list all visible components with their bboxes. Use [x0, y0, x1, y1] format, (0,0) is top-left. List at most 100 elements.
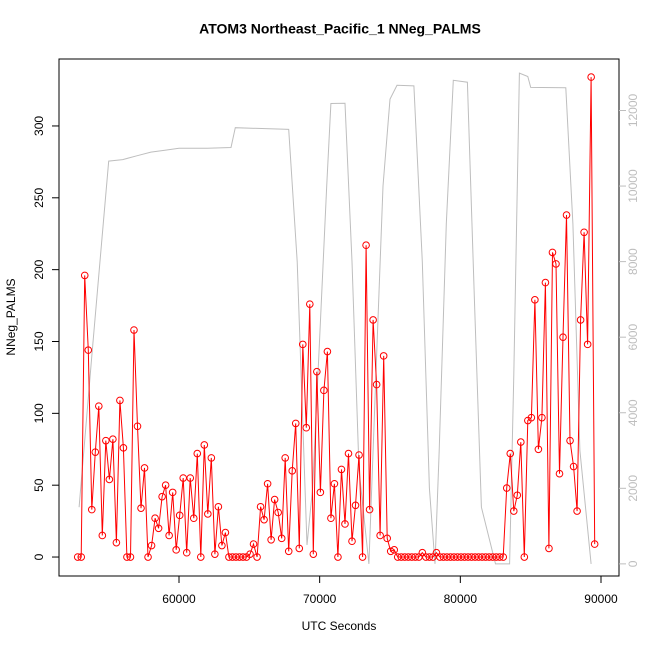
- point: [144, 553, 152, 561]
- point: [369, 316, 377, 324]
- point: [91, 448, 100, 456]
- point: [355, 451, 363, 459]
- point: [334, 553, 342, 561]
- point: [256, 502, 265, 511]
- point: [73, 553, 82, 561]
- point: [316, 488, 325, 497]
- x-axis-label: UTC Seconds: [302, 619, 377, 633]
- point: [495, 553, 504, 561]
- y2-tick-label: 8000: [626, 248, 640, 275]
- point: [123, 553, 131, 561]
- point: [583, 340, 592, 349]
- point: [154, 524, 163, 533]
- point: [509, 507, 518, 515]
- point: [161, 481, 170, 489]
- point: [147, 541, 156, 550]
- y2-tick-label: 2000: [626, 475, 640, 502]
- y2-tick-label: 0: [626, 560, 640, 567]
- point: [253, 553, 261, 561]
- point: [267, 535, 275, 544]
- point: [555, 469, 564, 478]
- y2-tick-label: 4000: [626, 399, 640, 426]
- point: [112, 538, 121, 547]
- point: [130, 326, 138, 334]
- point: [337, 465, 346, 474]
- point: [541, 278, 550, 287]
- point: [351, 501, 360, 510]
- point: [102, 436, 110, 445]
- point: [566, 436, 574, 445]
- point: [538, 413, 546, 422]
- point: [109, 435, 117, 444]
- point: [527, 413, 536, 422]
- point: [214, 502, 223, 511]
- y-axis-label: NNeg_PALMS: [4, 278, 18, 355]
- point: [425, 553, 434, 561]
- point: [576, 316, 585, 324]
- point: [284, 547, 293, 556]
- point: [323, 347, 332, 356]
- point: [390, 546, 399, 554]
- point: [313, 367, 321, 376]
- y-tick-label: 250: [32, 187, 46, 207]
- point: [548, 248, 557, 257]
- point: [531, 296, 539, 304]
- point: [77, 553, 86, 561]
- point: [158, 492, 166, 501]
- y-tick-label: 100: [32, 403, 46, 423]
- point: [545, 544, 553, 553]
- point: [196, 553, 205, 561]
- point: [98, 531, 107, 540]
- point: [277, 534, 286, 543]
- y2-tick-label: 6000: [626, 324, 640, 351]
- point: [517, 438, 525, 446]
- point: [204, 510, 212, 518]
- point: [348, 537, 356, 546]
- point: [246, 550, 254, 558]
- point: [362, 241, 370, 250]
- point: [105, 475, 114, 484]
- point: [330, 479, 339, 488]
- x-tick-label: 80000: [444, 592, 478, 606]
- series-line: [77, 77, 596, 558]
- point: [137, 504, 145, 512]
- chart-title: ATOM3 Northeast_Pacific_1 NNeg_PALMS: [199, 21, 481, 37]
- point: [172, 546, 180, 554]
- point: [274, 508, 282, 517]
- point: [590, 540, 599, 548]
- point: [116, 396, 124, 405]
- point: [502, 484, 511, 492]
- point: [165, 531, 173, 540]
- point: [365, 505, 374, 514]
- point: [383, 534, 391, 543]
- point: [133, 422, 142, 431]
- point: [320, 386, 328, 395]
- point: [587, 73, 595, 81]
- point: [218, 541, 226, 550]
- point: [189, 514, 198, 523]
- point: [291, 419, 300, 428]
- point: [221, 528, 230, 537]
- point: [372, 380, 381, 389]
- point: [260, 515, 268, 524]
- point: [411, 553, 420, 561]
- point: [341, 520, 349, 528]
- point: [306, 300, 314, 308]
- x-tick-label: 90000: [584, 592, 618, 606]
- point: [288, 467, 297, 475]
- point: [182, 548, 191, 557]
- point: [140, 464, 149, 472]
- point: [126, 553, 135, 561]
- point: [193, 449, 202, 458]
- point: [552, 260, 560, 268]
- point: [358, 553, 367, 561]
- y-tick-label: 50: [32, 478, 46, 492]
- y-tick-label: 200: [32, 259, 46, 279]
- point: [80, 271, 89, 280]
- y-tick-label: 0: [32, 553, 46, 560]
- point: [562, 211, 571, 219]
- point: [211, 550, 219, 558]
- y2-tick-label: 12000: [626, 93, 640, 127]
- point: [186, 474, 195, 482]
